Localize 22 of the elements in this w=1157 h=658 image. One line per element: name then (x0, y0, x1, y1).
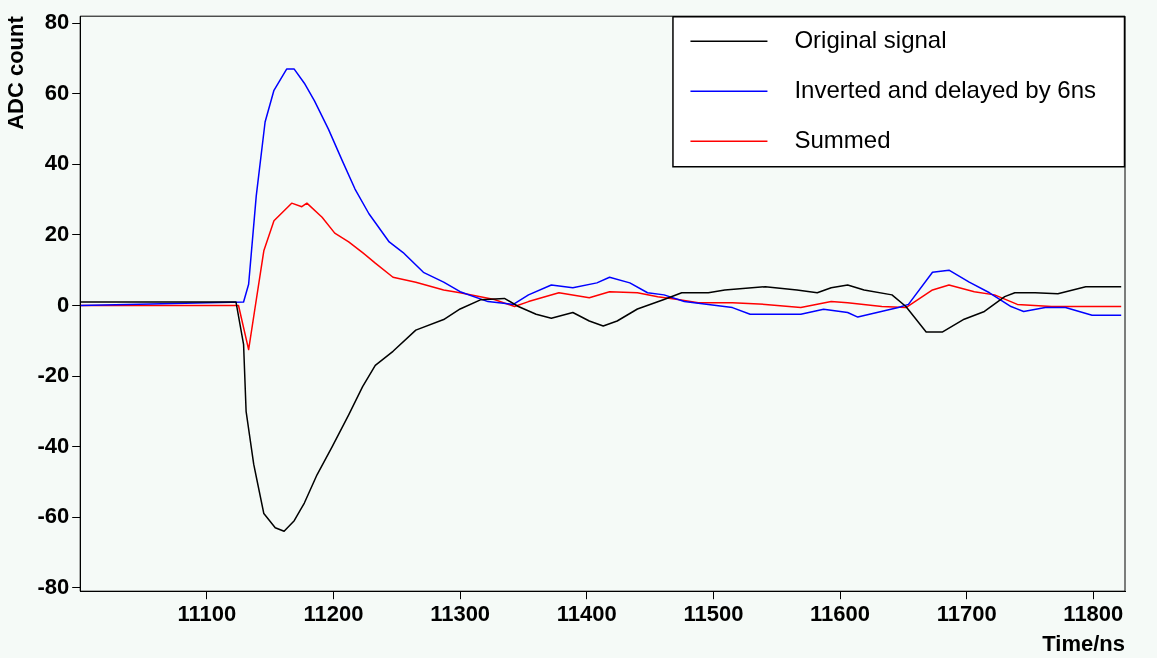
y-tick-label: -40 (37, 432, 70, 458)
x-axis-title: Time/ns (1042, 630, 1125, 656)
y-axis-title: ADC count (3, 15, 29, 130)
x-tick-label: 11200 (303, 601, 364, 627)
y-tick-label: 0 (56, 291, 70, 317)
y-tick-label: 40 (44, 150, 70, 176)
y-tick-label: -60 (37, 503, 70, 529)
x-tick-label: 11500 (683, 601, 744, 627)
y-tick-label: -20 (37, 362, 70, 388)
x-tick-label: 11100 (177, 601, 237, 627)
y-tick-label: -80 (37, 573, 70, 599)
y-tick-label: 20 (44, 220, 70, 246)
legend-label: Inverted and delayed by 6ns (794, 75, 1096, 103)
legend-label: Original signal (794, 25, 947, 53)
x-tick-label: 11300 (430, 601, 491, 627)
x-tick-label: 11800 (1063, 601, 1124, 627)
x-tick-label: 11600 (810, 601, 871, 627)
x-tick-label: 11700 (936, 601, 997, 627)
y-tick-label: 80 (44, 9, 70, 35)
x-tick-label: 11400 (556, 601, 617, 627)
legend-label: Summed (794, 125, 891, 153)
y-tick-label: 60 (44, 79, 70, 105)
